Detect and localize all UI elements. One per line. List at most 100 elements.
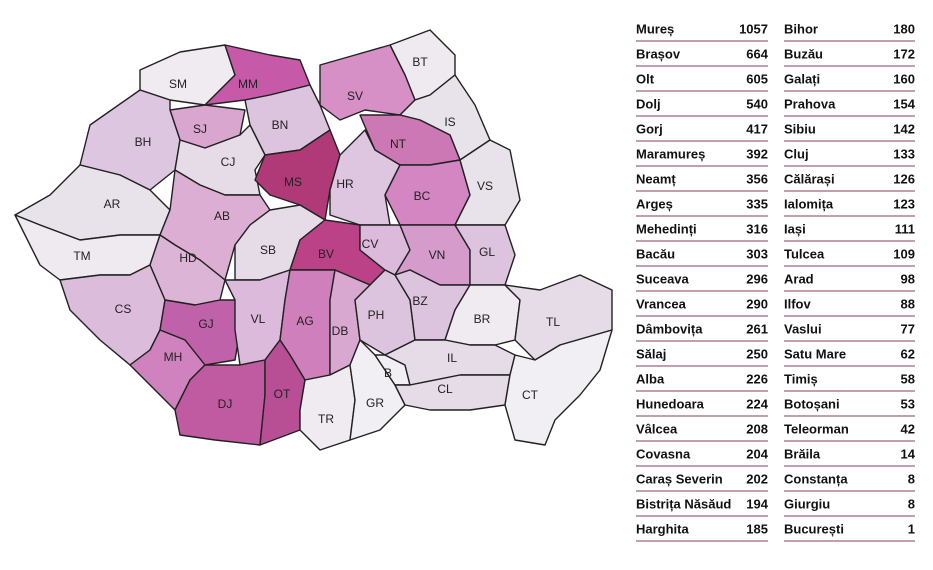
county-name: Sălaj [636,346,666,361]
county-count: 664 [746,46,768,61]
county-name: Covasna [636,446,691,461]
county-label: CV [362,237,379,251]
county-count: 290 [746,296,768,311]
county-count: 180 [893,21,915,36]
county-name: Botoșani [784,396,840,411]
county-label: GR [366,396,384,410]
county-count: 185 [746,521,768,536]
county-label: GL [479,245,495,259]
county-count: 208 [746,421,768,436]
county-label: BH [135,135,152,149]
county-count: 123 [893,196,915,211]
county-name: Argeș [636,196,673,211]
county-label: HD [179,251,197,265]
county-count: 14 [901,446,916,461]
county-count: 316 [746,221,768,236]
county-label: MS [284,175,302,189]
county-count: 1057 [739,21,768,36]
county-name: Galați [784,71,820,86]
county-name: Gorj [636,121,663,136]
county-count: 111 [895,221,915,236]
county-name: Cluj [784,146,809,161]
county-count: 160 [893,71,915,86]
county-label: NT [390,137,407,151]
county-name: Alba [636,371,665,386]
county-name: Vaslui [784,321,822,336]
county-label: B [384,366,392,380]
county-name: Hunedoara [636,396,705,411]
county-count: 154 [893,96,915,111]
county-name: Suceava [636,271,690,286]
county-label: CT [522,388,539,402]
county-count: 261 [746,321,768,336]
county-label: BT [412,55,428,69]
county-map: SM MM BT SV SJ BN IS BH CJ MS NT HR BC VS AR AB SB BV CV VN… [14,29,613,451]
county-name: Teleorman [784,421,849,436]
county-label: VN [429,248,446,262]
county-count: 133 [893,146,915,161]
county-count: 296 [746,271,768,286]
county-count: 8 [908,471,915,486]
county-label: BR [474,312,491,326]
county-label: BZ [412,294,427,308]
county-label: PH [368,308,385,322]
county [504,329,613,446]
county-name: Timiș [784,371,818,386]
county-count: 202 [746,471,768,486]
county-label: SM [169,77,187,91]
county-label: VL [251,312,266,326]
county-label: HR [336,177,354,191]
county-label: SJ [193,122,207,136]
county-name: Ilfov [784,296,811,311]
county-count: 250 [746,346,768,361]
county-label: DJ [218,397,233,411]
county-label: VS [477,179,493,193]
county-name: București [784,521,844,536]
county-label: TR [318,412,334,426]
county-count: 194 [746,496,768,511]
county-label: IS [444,115,455,129]
county-name: Arad [784,271,814,286]
county-name: Iași [784,221,806,236]
county-label: AR [104,197,121,211]
county-name: Prahova [784,96,836,111]
county-name: Bacău [636,246,675,261]
county-count: 8 [908,496,915,511]
county-name: Brașov [636,46,681,61]
county-label: SV [347,89,363,103]
county-label: CJ [221,155,236,169]
county-count: 540 [746,96,768,111]
county-name: Vrancea [636,296,687,311]
county-name: Harghita [636,521,690,536]
county-table: Mureș 1057 Brașov 664 Olt 605 Dolj 540 Gorj 417 Ma… [636,21,916,542]
county-count: 605 [746,71,768,86]
county-name: Caraș Severin [636,471,723,486]
county-label: TM [73,249,90,263]
county-name: Giurgiu [784,496,830,511]
county-name: Mehedinți [636,221,697,236]
county-count: 88 [901,296,915,311]
county-count: 204 [746,446,768,461]
county-label: CS [115,302,132,316]
county-name: Satu Mare [784,346,846,361]
county-count: 142 [893,121,915,136]
county-label: MM [238,77,258,91]
county-count: 224 [746,396,768,411]
county-count: 126 [893,171,915,186]
county-count: 172 [893,46,915,61]
county-label: TL [546,315,560,329]
county-count: 303 [746,246,768,261]
county-count: 392 [746,146,768,161]
county [254,129,341,221]
county-name: Buzău [784,46,823,61]
county-label: CL [437,382,453,396]
county-count: 58 [901,371,915,386]
county-name: Constanța [784,471,848,486]
county [454,224,516,286]
county-count: 77 [901,321,915,336]
county [394,374,511,411]
county-label: BN [272,118,289,132]
county-name: Tulcea [784,246,825,261]
